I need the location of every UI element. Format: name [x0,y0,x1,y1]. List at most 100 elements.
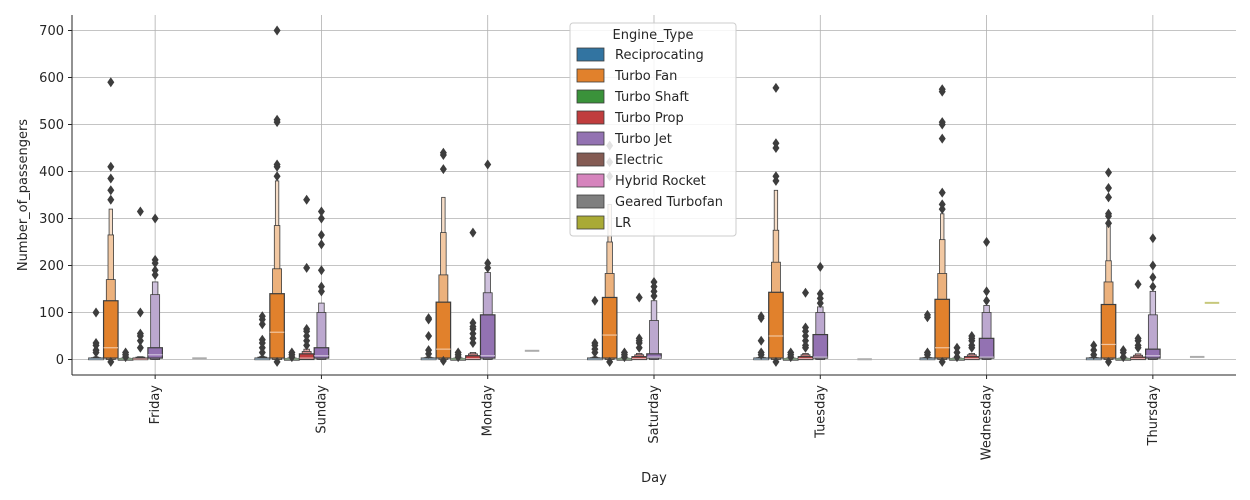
outlier-marker [650,276,658,287]
legend-label: Turbo Prop [614,111,684,126]
y-tick-label: 700 [39,24,64,39]
outlier-marker [968,330,976,341]
boxen-group [313,206,330,360]
outlier-marker [938,133,946,144]
outlier-marker [136,206,144,217]
boxen-group [420,313,437,361]
outlier-marker [484,159,492,170]
outlier-marker [136,328,144,339]
outlier-marker [317,265,325,276]
outlier-marker [1149,281,1157,292]
y-tick-label: 600 [39,71,64,86]
outlier-marker [591,295,599,306]
outlier-marker [92,338,100,349]
outlier-marker [635,333,643,344]
outlier-marker [1105,192,1113,203]
outlier-marker [591,338,599,349]
boxen-group [479,159,496,360]
outlier-marker [816,288,824,299]
outlier-marker [107,194,115,205]
y-tick-label: 400 [39,165,64,180]
plot-area [88,25,1220,367]
boxen-level [981,312,992,360]
boxen-box [601,296,618,359]
outlier-marker [288,347,296,358]
legend-label: Hybrid Rocket [615,174,706,189]
x-tick-label: Saturday [647,385,662,444]
boxen-box [269,293,285,359]
outlier-marker [787,347,795,358]
outlier-marker [983,295,991,306]
boxen-group [646,276,662,360]
legend-swatch [576,68,605,83]
outlier-marker [816,261,824,272]
legend-title: Engine_Type [613,28,694,43]
boxen-level [1147,314,1158,360]
outlier-marker [317,239,325,250]
boxen-box [1100,303,1117,359]
boxen-level [150,294,161,360]
outlier-marker [107,77,115,88]
outlier-marker [92,307,100,318]
y-tick-label: 100 [39,306,64,321]
boxen-group [284,347,300,363]
boxen-group [963,330,980,361]
boxen-group [631,292,648,361]
outlier-marker [136,307,144,318]
outlier-marker [938,117,946,128]
boxen-group [812,261,829,360]
boxen-group [435,147,452,366]
legend-label: LR [615,216,631,231]
boxen-group [1115,345,1132,363]
outlier-marker [983,286,991,297]
y-axis-title: Number_of_passengers [16,119,31,271]
outlier-marker [273,25,281,36]
outlier-marker [303,194,311,205]
legend-label: Reciprocating [615,48,704,63]
boxen-level [649,320,659,360]
outlier-marker [953,342,961,353]
outlier-marker [772,82,780,93]
outlier-marker [317,281,325,292]
outlier-marker [469,317,477,328]
y-tick-label: 500 [39,118,64,133]
outlier-marker [469,227,477,238]
outlier-marker [454,347,462,358]
boxen-group [450,347,466,363]
outlier-marker [258,311,266,322]
outlier-marker [757,335,765,346]
outlier-marker [107,356,115,367]
legend-frame [569,22,737,237]
boxen-group [102,77,119,367]
legend-swatch [576,194,605,209]
outlier-marker [772,138,780,149]
legend-label: Geared Turbofan [615,195,723,210]
outlier-marker [439,147,447,158]
outlier-marker [151,213,159,224]
boxen-box [479,314,496,359]
legend-swatch [576,47,605,62]
boxen-group [601,140,618,367]
outlier-marker [303,323,311,334]
outlier-marker [1149,233,1157,244]
outlier-marker [122,347,130,358]
boxen-group [298,194,315,361]
legend-swatch [576,215,605,230]
outlier-marker [317,206,325,217]
outlier-marker [983,236,991,247]
boxen-box [102,300,119,359]
outlier-marker [635,292,643,303]
outlier-marker [1149,260,1157,271]
y-tick-label: 200 [39,259,64,274]
boxen-box [934,298,951,359]
x-tick-label: Thursday [1146,385,1161,447]
outlier-marker [273,159,281,170]
y-tick-label: 300 [39,212,64,227]
outlier-marker [258,334,266,345]
outlier-marker [606,356,614,367]
outlier-marker [802,287,810,298]
outlier-marker [938,84,946,95]
outlier-marker [938,356,946,367]
boxen-group [768,82,784,367]
boxen-group [269,25,285,367]
